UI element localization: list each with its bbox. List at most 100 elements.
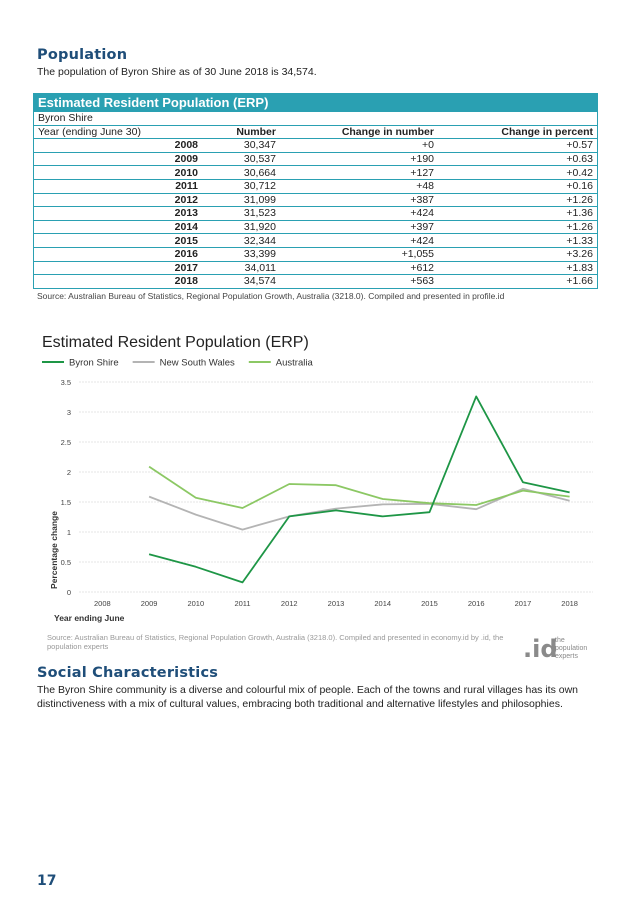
table-cell-change-percent: +1.36 xyxy=(438,206,598,221)
table-cell-change-percent: +3.26 xyxy=(438,247,598,262)
population-intro: The population of Byron Shire as of 30 J… xyxy=(37,66,317,78)
x-tick-label: 2017 xyxy=(515,599,532,608)
table-cell-change-number: +424 xyxy=(280,206,438,221)
x-tick-label: 2018 xyxy=(561,599,578,608)
table-cell-number: 31,523 xyxy=(202,206,280,221)
x-tick-label: 2008 xyxy=(94,599,111,608)
x-tick-label: 2010 xyxy=(187,599,204,608)
table-row: 2013 31,523 +424 +1.36 xyxy=(33,206,598,221)
erp-table-title: Estimated Resident Population (ERP) xyxy=(33,93,598,112)
table-cell-change-percent: +0.42 xyxy=(438,165,598,180)
table-source: Source: Australian Bureau of Statistics,… xyxy=(37,290,505,301)
series-line-australia xyxy=(148,465,570,509)
x-tick-label: 2009 xyxy=(141,599,158,608)
chart-source: Source: Australian Bureau of Statistics,… xyxy=(47,633,504,651)
y-tick-label: 1.5 xyxy=(61,498,71,507)
table-cell-number: 33,399 xyxy=(202,247,280,262)
chart-grid xyxy=(79,381,593,593)
table-header-number: Number xyxy=(202,125,280,140)
chart-series xyxy=(148,395,570,584)
table-cell-change-number: +424 xyxy=(280,233,438,248)
table-cell-change-percent: +0.63 xyxy=(438,152,598,167)
id-logo-mark: .id xyxy=(523,635,558,663)
table-row: 2015 32,344 +424 +1.33 xyxy=(33,233,598,248)
id-logo-tagline-line: experts xyxy=(555,653,578,660)
table-row: 2012 31,099 +387 +1.26 xyxy=(33,193,598,208)
table-header-change-percent: Change in percent xyxy=(438,125,598,140)
table-cell-year: 2009 xyxy=(33,152,202,167)
table-cell-change-percent: +1.83 xyxy=(438,261,598,276)
table-cell-number: 31,920 xyxy=(202,220,280,235)
x-tick-label: 2015 xyxy=(421,599,438,608)
table-cell-year: 2014 xyxy=(33,220,202,235)
table-header-row: Year (ending June 30) Number Change in n… xyxy=(33,125,598,140)
erp-table-grid: Byron Shire Year (ending June 30) Number… xyxy=(33,112,598,289)
table-cell-change-number: +612 xyxy=(280,261,438,276)
x-tick-label: 2012 xyxy=(281,599,298,608)
table-cell-change-number: +127 xyxy=(280,165,438,180)
table-cell-change-number: +48 xyxy=(280,179,438,194)
table-cell-change-percent: +0.16 xyxy=(438,179,598,194)
legend-label: Byron Shire xyxy=(69,358,119,369)
social-body: The Byron Shire community is a diverse a… xyxy=(37,684,579,710)
x-tick-label: 2013 xyxy=(328,599,345,608)
table-row: 2017 34,011 +612 +1.83 xyxy=(33,261,598,276)
table-cell-year: 2010 xyxy=(33,165,202,180)
chart-legend: Byron Shire New South Wales Australia xyxy=(42,358,313,369)
table-cell-change-percent: +1.26 xyxy=(438,193,598,208)
page-number: 17 xyxy=(37,873,57,889)
table-cell-number: 30,664 xyxy=(202,165,280,180)
table-header-change-number: Change in number xyxy=(280,125,438,140)
chart-y-label: Percentage change xyxy=(49,511,59,589)
table-row: 2011 30,712 +48 +0.16 xyxy=(33,179,598,194)
chart-x-label: Year ending June xyxy=(54,613,125,623)
chart-title: Estimated Resident Population (ERP) xyxy=(42,334,309,351)
id-logo-tagline-line: the xyxy=(555,637,565,644)
table-row: 2009 30,537 +190 +0.63 xyxy=(33,152,598,167)
id-logo-tagline: the population experts xyxy=(555,637,587,661)
table-cell-number: 34,574 xyxy=(202,274,280,289)
id-logo-tagline-line: population xyxy=(555,645,588,652)
legend-label: New South Wales xyxy=(160,358,235,369)
y-tick-label: 0.5 xyxy=(61,558,71,567)
y-tick-label: 0 xyxy=(67,588,71,597)
table-cell-change-percent: +1.26 xyxy=(438,220,598,235)
table-cell-change-number: +190 xyxy=(280,152,438,167)
table-cell-year: 2011 xyxy=(33,179,202,194)
chart-x-axis: 2008 2009 2010 2011 2012 2013 2014 2015 2016 2017… xyxy=(94,599,578,608)
table-cell-change-number: +397 xyxy=(280,220,438,235)
y-tick-label: 3.5 xyxy=(61,378,71,387)
table-cell-change-percent: +0.57 xyxy=(438,138,598,153)
x-tick-label: 2014 xyxy=(374,599,391,608)
series-line-byron-shire xyxy=(148,395,570,584)
table-cell-year: 2008 xyxy=(33,138,202,153)
table-cell-number: 30,347 xyxy=(202,138,280,153)
table-row: 2018 34,574 +563 +1.66 xyxy=(33,274,598,289)
legend-label: Australia xyxy=(276,358,314,369)
y-tick-label: 2.5 xyxy=(61,438,71,447)
table-cell-year: 2017 xyxy=(33,261,202,276)
table-cell-change-percent: +1.33 xyxy=(438,233,598,248)
table-cell-year: 2013 xyxy=(33,206,202,221)
table-cell-number: 31,099 xyxy=(202,193,280,208)
population-heading: Population xyxy=(37,47,128,63)
table-cell-number: 30,537 xyxy=(202,152,280,167)
table-cell-year: 2018 xyxy=(33,274,202,289)
y-tick-label: 3 xyxy=(67,408,71,417)
social-heading: Social Characteristics xyxy=(37,665,219,681)
y-tick-label: 2 xyxy=(67,468,71,477)
table-row: 2016 33,399 +1,055 +3.26 xyxy=(33,247,598,262)
x-tick-label: 2016 xyxy=(468,599,485,608)
chart-y-axis: 0 0.5 1 1.5 2 2.5 3 3.5 xyxy=(61,378,71,597)
table-row: 2008 30,347 +0 +0.57 xyxy=(33,138,598,153)
table-row: 2010 30,664 +127 +0.42 xyxy=(33,165,598,180)
table-region: Byron Shire xyxy=(33,112,598,126)
erp-line-chart: Estimated Resident Population (ERP) Byro… xyxy=(42,334,593,623)
table-cell-year: 2012 xyxy=(33,193,202,208)
table-cell-change-number: +563 xyxy=(280,274,438,289)
table-cell-change-percent: +1.66 xyxy=(438,274,598,289)
table-region-row: Byron Shire xyxy=(33,112,598,126)
series-line-new-south-wales xyxy=(148,487,570,531)
table-cell-number: 34,011 xyxy=(202,261,280,276)
table-cell-year: 2016 xyxy=(33,247,202,262)
